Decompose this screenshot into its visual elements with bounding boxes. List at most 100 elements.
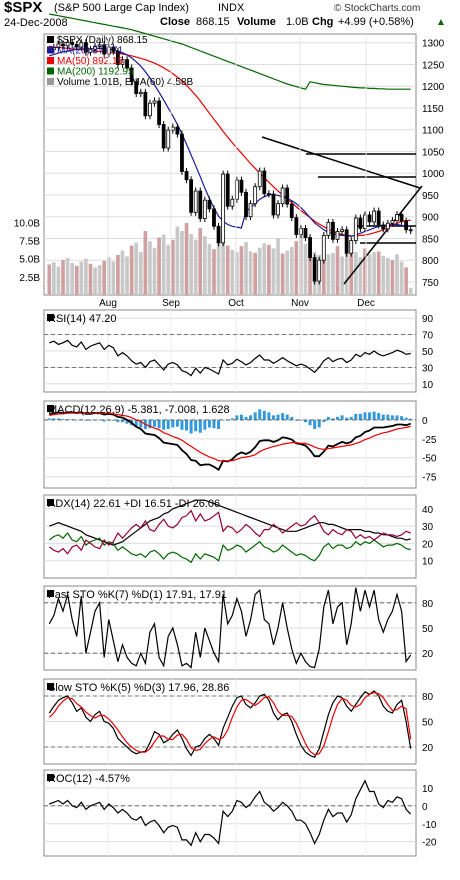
price-candle — [404, 220, 409, 231]
macd-histogram-bar — [230, 418, 234, 420]
fast-sto-panel-line-0 — [48, 587, 412, 669]
price-candle — [166, 129, 171, 149]
volume-axis-tick-label: 7.5B — [19, 236, 40, 247]
volume-bar — [148, 241, 152, 295]
volume-bar — [116, 255, 120, 295]
price-candle — [294, 217, 299, 235]
volume-bar — [221, 232, 225, 295]
price-candle — [138, 91, 143, 94]
price-candle — [198, 190, 203, 219]
price-axis-tick-label: 1250 — [422, 60, 445, 71]
volume-bar — [321, 249, 326, 295]
volume-bar — [340, 256, 344, 295]
macd-histogram-bar — [267, 412, 271, 420]
price-candle — [367, 214, 372, 223]
volume-bar — [84, 258, 88, 295]
chg-value: +4.99 (+0.58%) — [338, 16, 414, 28]
volume-bar — [170, 239, 175, 295]
price-candle — [56, 43, 61, 48]
volume-bar — [395, 254, 399, 295]
price-candle — [111, 46, 116, 52]
volume-bar — [386, 257, 390, 295]
legend-swatch — [47, 36, 54, 43]
volume-bar — [372, 252, 376, 295]
price-candle — [285, 187, 290, 205]
macd-histogram-bar — [317, 419, 321, 428]
price-candle — [212, 208, 216, 227]
volume-bar — [102, 260, 107, 295]
macd-histogram-bar — [116, 419, 120, 423]
macd-histogram-bar — [212, 419, 216, 429]
volume-bar — [244, 241, 248, 295]
macd-histogram-bar — [61, 419, 65, 420]
fast-sto-panel-axis-tick-label: 50 — [422, 624, 434, 635]
volume-bar — [70, 263, 74, 295]
price-candle — [381, 224, 386, 230]
volume-bar — [97, 265, 102, 295]
price-candle — [317, 259, 322, 282]
macd-histogram-bar — [404, 417, 408, 420]
rsi-panel-legend-swatch — [47, 314, 54, 321]
macd-histogram-bar — [285, 414, 289, 420]
symbol-title: $SPX — [4, 0, 43, 16]
chg-up-arrow-icon: ▲ — [436, 17, 446, 28]
macd-histogram-bar — [153, 419, 157, 427]
volume-bar — [353, 252, 358, 295]
legend-entry: MA(200) 1192.95 — [57, 67, 134, 78]
volume-bar — [376, 251, 381, 295]
price-candle — [143, 91, 148, 117]
price-axis-tick-label: 900 — [422, 213, 439, 224]
macd-histogram-bar — [349, 416, 353, 420]
volume-bar — [216, 240, 221, 295]
price-candle — [221, 173, 226, 244]
fast-sto-panel-legend-swatch — [47, 590, 54, 597]
macd-histogram-bar — [358, 413, 362, 420]
macd-histogram-bar — [253, 412, 257, 420]
price-candle — [312, 257, 317, 282]
volume-bar — [203, 236, 207, 295]
price-candle — [202, 199, 207, 219]
macd-histogram-bar — [52, 418, 56, 420]
volume-bar — [138, 252, 143, 295]
legend-swatch — [47, 67, 54, 75]
x-axis-tick-label: Nov — [291, 298, 309, 309]
price-candle — [326, 221, 331, 236]
macd-histogram-bar — [102, 419, 106, 422]
legend-entry: MA(20) 877.71 — [57, 46, 124, 57]
price-candle — [120, 59, 125, 65]
volume-bar — [61, 260, 65, 295]
macd-histogram-bar — [409, 418, 413, 420]
macd-histogram-bar — [308, 419, 312, 426]
adx-panel-axis-tick-label: 40 — [422, 505, 434, 516]
volume-bar — [331, 252, 335, 295]
volume-bar — [74, 265, 79, 295]
volume-bar — [349, 250, 354, 295]
adx-panel-line-1 — [48, 532, 411, 564]
macd-histogram-bar — [262, 410, 266, 420]
price-candle — [335, 231, 340, 240]
chg-label: Chg — [312, 16, 334, 28]
volume-bar — [280, 253, 285, 295]
macd-histogram-bar — [221, 419, 225, 421]
macd-histogram-bar — [258, 409, 262, 420]
macd-histogram-bar — [354, 413, 358, 420]
fast-sto-panel-axis-tick-label: 80 — [422, 599, 434, 610]
macd-histogram-bar — [400, 416, 404, 420]
price-candle — [152, 100, 157, 104]
price-candle — [97, 44, 102, 47]
price-axis-tick-label: 1150 — [422, 104, 444, 115]
volume-bar — [161, 234, 166, 295]
price-candle — [299, 228, 303, 235]
rsi-panel-axis-tick-label: 90 — [422, 314, 434, 325]
price-candle — [399, 214, 404, 222]
macd-histogram-bar — [111, 419, 115, 421]
macd-histogram-bar — [139, 419, 143, 428]
legend-entry: $SPX (Daily) 868.15 — [57, 35, 148, 46]
rsi-panel-axis-tick-label: 70 — [422, 331, 434, 342]
roc-panel-axis-tick-label: 10 — [422, 784, 434, 795]
macd-histogram-bar — [125, 419, 129, 424]
volume-bar — [294, 241, 299, 295]
macd-histogram-bar — [189, 419, 193, 434]
price-candle — [79, 42, 84, 48]
macd-histogram-bar — [340, 415, 344, 420]
